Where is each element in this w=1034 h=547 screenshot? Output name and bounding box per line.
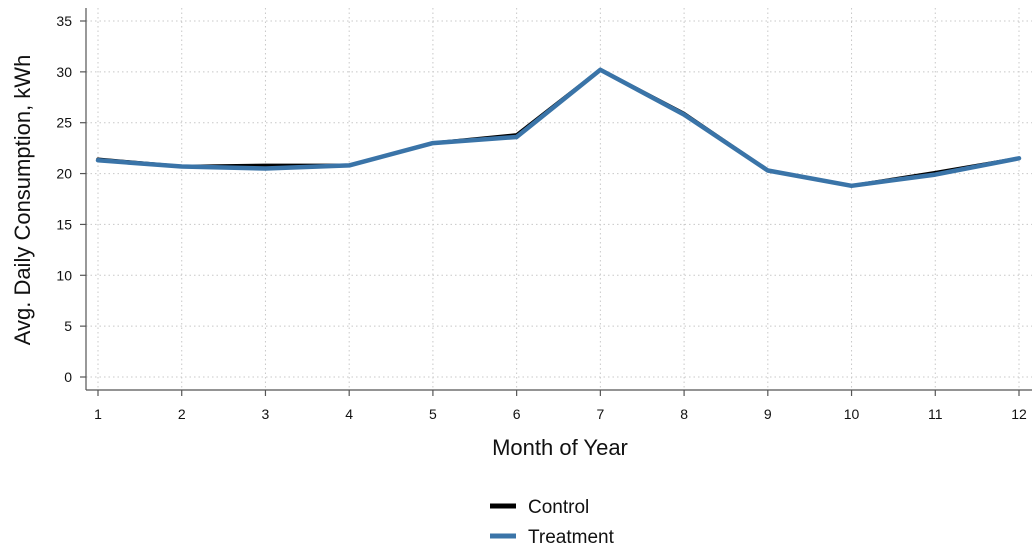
y-tick-label: 15: [56, 216, 72, 232]
axes: [85, 8, 1032, 391]
y-tick-label: 5: [64, 318, 72, 334]
legend-label-treatment: Treatment: [528, 527, 615, 547]
x-tick-label: 7: [596, 406, 604, 422]
x-tick-label: 8: [680, 406, 688, 422]
x-tick-label: 3: [262, 406, 270, 422]
x-tick-label: 9: [764, 406, 772, 422]
legend-label-control: Control: [528, 497, 589, 518]
series-lines: [95, 67, 1022, 189]
y-tick-label: 10: [56, 267, 72, 283]
y-tick-label: 35: [56, 13, 72, 29]
legend-item-control: Control: [490, 497, 589, 518]
y-tick-label: 30: [56, 64, 72, 80]
x-tick-label: 12: [1011, 406, 1027, 422]
grid-lines: [86, 8, 1032, 390]
y-tick-label: 25: [56, 115, 72, 131]
series-line-treatment: [95, 67, 1022, 189]
y-tick-label: 20: [56, 166, 72, 182]
legend: Control Treatment: [490, 497, 615, 547]
x-tick-label: 11: [928, 406, 943, 422]
x-tick-label: 4: [345, 406, 353, 422]
x-tick-label: 6: [513, 406, 521, 422]
x-tick-label: 10: [844, 406, 860, 422]
y-axis-label: Avg. Daily Consumption, kWh: [10, 55, 35, 346]
x-tick-label: 2: [178, 406, 186, 422]
y-tick-label: 0: [64, 369, 72, 385]
x-tick-label: 5: [429, 406, 437, 422]
x-tick-label: 1: [94, 406, 102, 422]
x-axis-label: Month of Year: [492, 435, 628, 460]
legend-item-treatment: Treatment: [490, 527, 615, 547]
